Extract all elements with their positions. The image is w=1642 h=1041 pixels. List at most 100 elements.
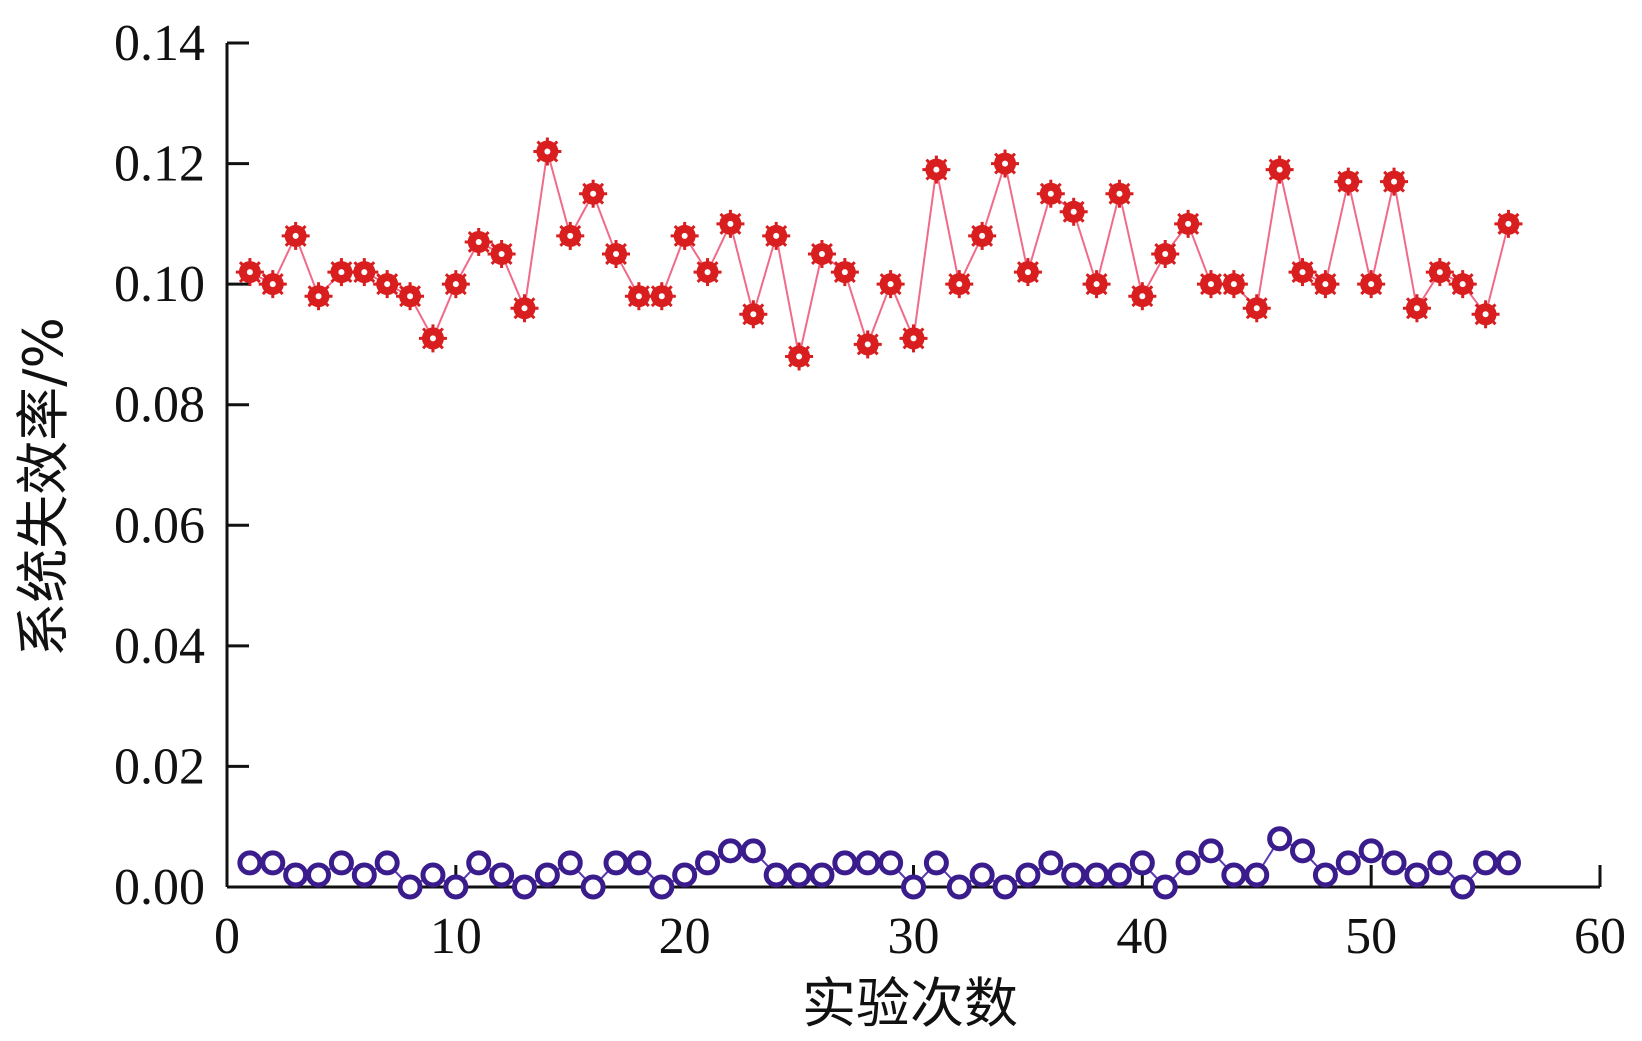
star-marker-center <box>1322 281 1329 288</box>
star-marker-center <box>818 251 825 257</box>
y-tick-label: 0.02 <box>114 738 205 795</box>
series-1-point <box>510 294 539 323</box>
series-1-point <box>1380 167 1409 196</box>
series-1-point <box>556 221 585 250</box>
series-2-point <box>923 850 949 876</box>
star-marker-center <box>864 341 871 348</box>
star-marker-center <box>292 232 299 239</box>
star-marker-center <box>384 281 391 288</box>
series-2 <box>237 826 1521 900</box>
series-2-point <box>717 838 743 864</box>
x-axis-title: 实验次数 <box>802 972 1018 1035</box>
series-1-point <box>464 227 493 256</box>
series-2-point <box>306 862 332 888</box>
star-marker-center <box>681 232 688 239</box>
star-marker-center <box>887 281 894 288</box>
star-marker-center <box>590 190 597 197</box>
series-2-point <box>466 850 492 876</box>
series-2-point <box>626 850 652 876</box>
series-1-point <box>1242 294 1271 323</box>
star-marker-center <box>1505 220 1512 227</box>
series-2-point <box>511 874 537 900</box>
series-1-point <box>739 300 768 329</box>
x-tick-label: 60 <box>1574 908 1626 965</box>
star-marker-center <box>1230 281 1237 288</box>
star-marker-center <box>544 148 551 155</box>
y-tick-label: 0.08 <box>114 377 205 434</box>
series-1-point <box>1425 258 1454 287</box>
series-2-point <box>603 850 629 876</box>
series-1-point <box>1128 282 1157 311</box>
series-1-point <box>968 221 997 250</box>
series-1-point <box>350 258 379 287</box>
x-tick-label: 40 <box>1116 908 1168 965</box>
series-2-point <box>832 850 858 876</box>
series-1-point <box>693 258 722 287</box>
series-2-point <box>237 850 263 876</box>
series-1-point <box>1357 270 1386 299</box>
y-tick-label: 0.04 <box>114 618 205 675</box>
y-axis-ticks: 0.00 0.02 0.04 0.06 0.08 0.10 0.12 0.14 <box>114 15 249 916</box>
series-2-point <box>1198 838 1224 864</box>
star-marker-center <box>613 251 620 257</box>
series-1-point <box>991 149 1020 178</box>
series-1-point <box>1471 300 1500 329</box>
series-1-point <box>1105 179 1134 208</box>
series-2-point <box>1473 850 1499 876</box>
series-2-point <box>351 862 377 888</box>
series-2-point <box>1335 850 1361 876</box>
series-1-point <box>785 342 814 371</box>
star-marker-center <box>1482 311 1489 318</box>
star-marker-center <box>429 335 436 342</box>
star-marker-center <box>910 335 917 342</box>
y-tick-label: 0.12 <box>114 136 205 193</box>
star-marker-center <box>269 281 276 288</box>
series-1-point <box>670 221 699 250</box>
star-marker-center <box>475 238 482 245</box>
star-marker-center <box>1413 305 1420 312</box>
series-2-point <box>489 862 515 888</box>
y-tick-label: 0.00 <box>114 859 205 916</box>
x-axis-ticks: 0 10 20 30 40 50 60 <box>214 865 1626 965</box>
series-2-point <box>1404 862 1430 888</box>
star-marker-center <box>407 293 414 300</box>
series-1-point <box>807 240 836 268</box>
series-2-point <box>946 874 972 900</box>
star-marker-center <box>933 166 940 173</box>
series-2-point <box>1267 826 1293 852</box>
series-2-point <box>1450 874 1476 900</box>
series-2-point <box>420 862 446 888</box>
series-2-point <box>1038 850 1064 876</box>
series-2-point <box>901 874 926 900</box>
series-2-point <box>260 850 286 876</box>
series-1-point <box>716 209 745 238</box>
star-marker-center <box>452 281 459 288</box>
series-1-point <box>579 179 608 208</box>
series-2-point <box>1244 862 1270 888</box>
series-1-point <box>899 324 928 353</box>
series-1-point <box>1013 258 1042 287</box>
star-marker-center <box>979 232 986 239</box>
star-marker-center <box>338 269 345 276</box>
series-2-point <box>1358 838 1384 864</box>
star-marker-center <box>1116 190 1123 197</box>
series-2-point <box>397 874 423 900</box>
series-2-point <box>649 874 675 900</box>
series-2-point <box>443 874 469 900</box>
series-1-point <box>1402 294 1431 323</box>
series-1-point <box>647 282 676 311</box>
series-1-point <box>441 270 470 299</box>
series-1-point <box>830 258 859 287</box>
star-marker-center <box>567 232 574 239</box>
star-marker-center <box>1436 269 1443 276</box>
series-1-point <box>1311 270 1340 299</box>
star-marker-center <box>361 269 368 276</box>
series-2-point <box>374 850 400 876</box>
series-2-point <box>969 862 995 888</box>
star-marker-center <box>1093 281 1100 288</box>
series-1-point <box>762 221 791 250</box>
series-1-point <box>258 270 287 299</box>
series-2-point <box>740 838 766 864</box>
star-marker-center <box>1139 293 1146 300</box>
